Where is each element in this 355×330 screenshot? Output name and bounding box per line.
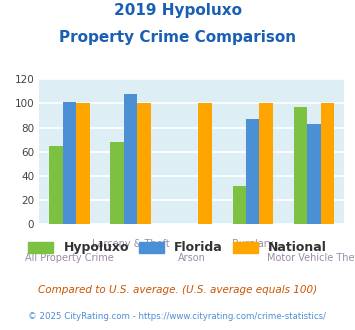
Text: Motor Vehicle Theft: Motor Vehicle Theft	[267, 253, 355, 263]
Text: Compared to U.S. average. (U.S. average equals 100): Compared to U.S. average. (U.S. average …	[38, 285, 317, 295]
Bar	[233, 186, 246, 224]
Bar	[110, 142, 124, 224]
Bar	[246, 119, 260, 224]
Bar	[260, 103, 273, 224]
Bar	[321, 103, 334, 224]
Bar	[137, 103, 151, 224]
Text: Burglary: Burglary	[232, 239, 273, 249]
Text: 2019 Hypoluxo: 2019 Hypoluxo	[114, 3, 241, 18]
Text: © 2025 CityRating.com - https://www.cityrating.com/crime-statistics/: © 2025 CityRating.com - https://www.city…	[28, 312, 327, 321]
Bar	[124, 94, 137, 224]
Text: Larceny & Theft: Larceny & Theft	[92, 239, 170, 249]
Text: Arson: Arson	[178, 253, 206, 263]
Text: All Property Crime: All Property Crime	[25, 253, 114, 263]
Bar	[49, 146, 63, 224]
Bar	[307, 124, 321, 224]
Bar	[63, 102, 76, 224]
Bar	[198, 103, 212, 224]
Legend: Hypoluxo, Florida, National: Hypoluxo, Florida, National	[23, 236, 332, 259]
Bar	[76, 103, 90, 224]
Bar	[294, 107, 307, 224]
Text: Property Crime Comparison: Property Crime Comparison	[59, 30, 296, 45]
